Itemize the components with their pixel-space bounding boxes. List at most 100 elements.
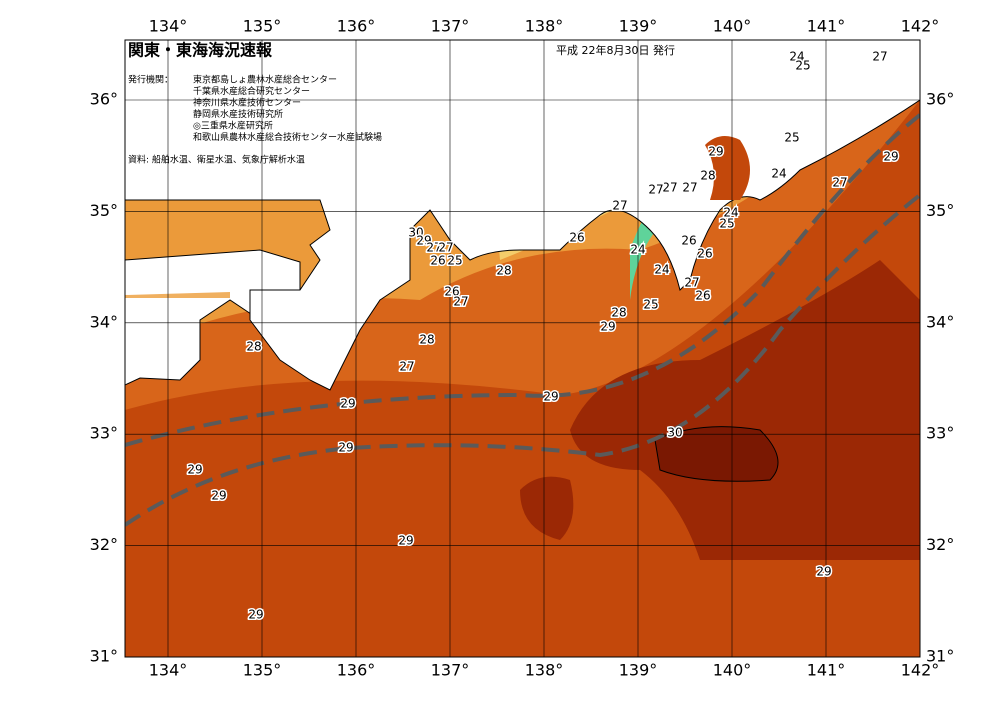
contour-label: 27 [453,295,468,309]
lat-label-right: 31° [926,647,954,666]
contour-label: 29 [816,565,831,579]
lon-label-bottom: 141° [807,661,846,680]
contour-label: 27 [648,183,663,197]
contour-label: 27 [662,181,677,195]
contour-label: 26 [697,247,712,261]
hot-eddy [520,476,574,540]
contour-label: 29 [187,463,202,477]
lon-label-top: 138° [525,17,564,36]
issue-date: 平成 22年8月30日 発行 [556,43,675,57]
lon-label-bottom: 137° [431,661,470,680]
contour-label: 24 [630,243,645,257]
lon-label-bottom: 138° [525,661,564,680]
contour-label: 29 [211,489,226,503]
contour-label: 28 [419,333,434,347]
hot-core [654,426,779,482]
issuer: 千葉県水産総合研究センター [193,85,310,97]
contour-label: 25 [795,59,810,73]
channel [125,292,230,298]
contour-label: 25 [447,254,462,268]
axis-labels: 134° 134° 135° 135° 136° 136° 137° 137° 138° 138°… [90,17,955,680]
contour-label: 25 [719,217,734,231]
lon-label-bottom: 140° [713,661,752,680]
contour-label: 25 [784,131,799,145]
land-shikoku [125,249,301,386]
contour-label: 28 [496,264,511,278]
lon-label-top: 137° [431,17,470,36]
contour-label: 26 [569,231,584,245]
lat-label-right: 33° [926,424,954,443]
lat-label-left: 32° [90,535,118,554]
contour-label: 29 [340,397,355,411]
contour-label: 29 [248,608,263,622]
kuroshio-axis [125,113,920,447]
map-frame [124,39,921,658]
contour-label: 28 [611,306,626,320]
lon-label-top: 142° [901,17,940,36]
contour-label: 26 [695,289,710,303]
contour-label: 24 [771,167,786,181]
contour-label: 29 [398,534,413,548]
lon-label-top: 139° [619,17,658,36]
contour-label: 26 [430,254,445,268]
contour-label: 24 [723,206,738,220]
lon-label-top: 136° [337,17,376,36]
issuer-list: 東京都島しょ農林水産総合センター千葉県水産総合研究センター神奈川県水産技術センタ… [193,74,382,144]
lat-label-right: 35° [926,201,954,220]
contour-label: 27 [682,181,697,195]
lon-label-bottom: 134° [149,661,188,680]
contour-label: 27 [684,276,699,290]
lon-label-bottom: 139° [619,661,658,680]
contour-label: 30 [667,426,682,440]
contour-label: 28 [246,340,261,354]
issuer: 東京都島しょ農林水産総合センター [193,74,337,86]
contour-label: 27 [612,199,627,213]
contour-label: 26 [681,234,696,248]
contour-label: 29 [416,234,431,248]
lon-label-bottom: 135° [243,661,282,680]
lat-label-right: 36° [926,90,954,109]
contour-label: 27 [832,176,847,190]
lon-label-top: 134° [149,17,188,36]
issuer: 静岡県水産技術研究所 [193,108,283,120]
lon-label-top: 140° [713,17,752,36]
contour-label: 26 [444,285,459,299]
lat-label-left: 35° [90,201,118,220]
source: 資料: 船舶水温、衛星水温、気象庁解析水温 [128,154,305,166]
contour-label: 27 [872,50,887,64]
lon-label-top: 135° [243,17,282,36]
contour-label: 29 [338,441,353,455]
contour-label: 28 [700,169,715,183]
contour-label: 30 [408,226,423,240]
boso [705,136,750,200]
lat-label-left: 36° [90,90,118,109]
lat-label-left: 33° [90,424,118,443]
hot-zone [570,260,920,560]
lon-label-bottom: 136° [337,661,376,680]
lat-label-left: 34° [90,312,118,331]
contour-label: 27 [399,360,414,374]
issuer: 和歌山県農林水産総合技術センター水産試験場 [193,131,382,143]
issuer: 神奈川県水産技術センター [193,97,301,109]
contour-label: 24 [789,50,804,64]
contour-label: 29 [543,390,558,404]
lat-label-right: 32° [926,535,954,554]
lat-label-right: 34° [926,312,954,331]
issuer-label: 発行機関： [128,74,173,86]
issuer: ◎三重県水産研究所 [193,120,273,132]
title: 関東・東海海況速報 [128,41,273,60]
contour-label: 29 [883,150,898,164]
kuroshio-edge [125,193,920,527]
contour-label: 24 [654,263,669,277]
contour-label: 27 [438,241,453,255]
lon-label-bottom: 142° [901,661,940,680]
contour-label: 29 [600,320,615,334]
contour-label: 25 [643,298,658,312]
contour-label: 29 [708,145,723,159]
graticule [125,40,920,657]
lat-label-left: 31° [90,647,118,666]
land-honshu [125,40,920,391]
